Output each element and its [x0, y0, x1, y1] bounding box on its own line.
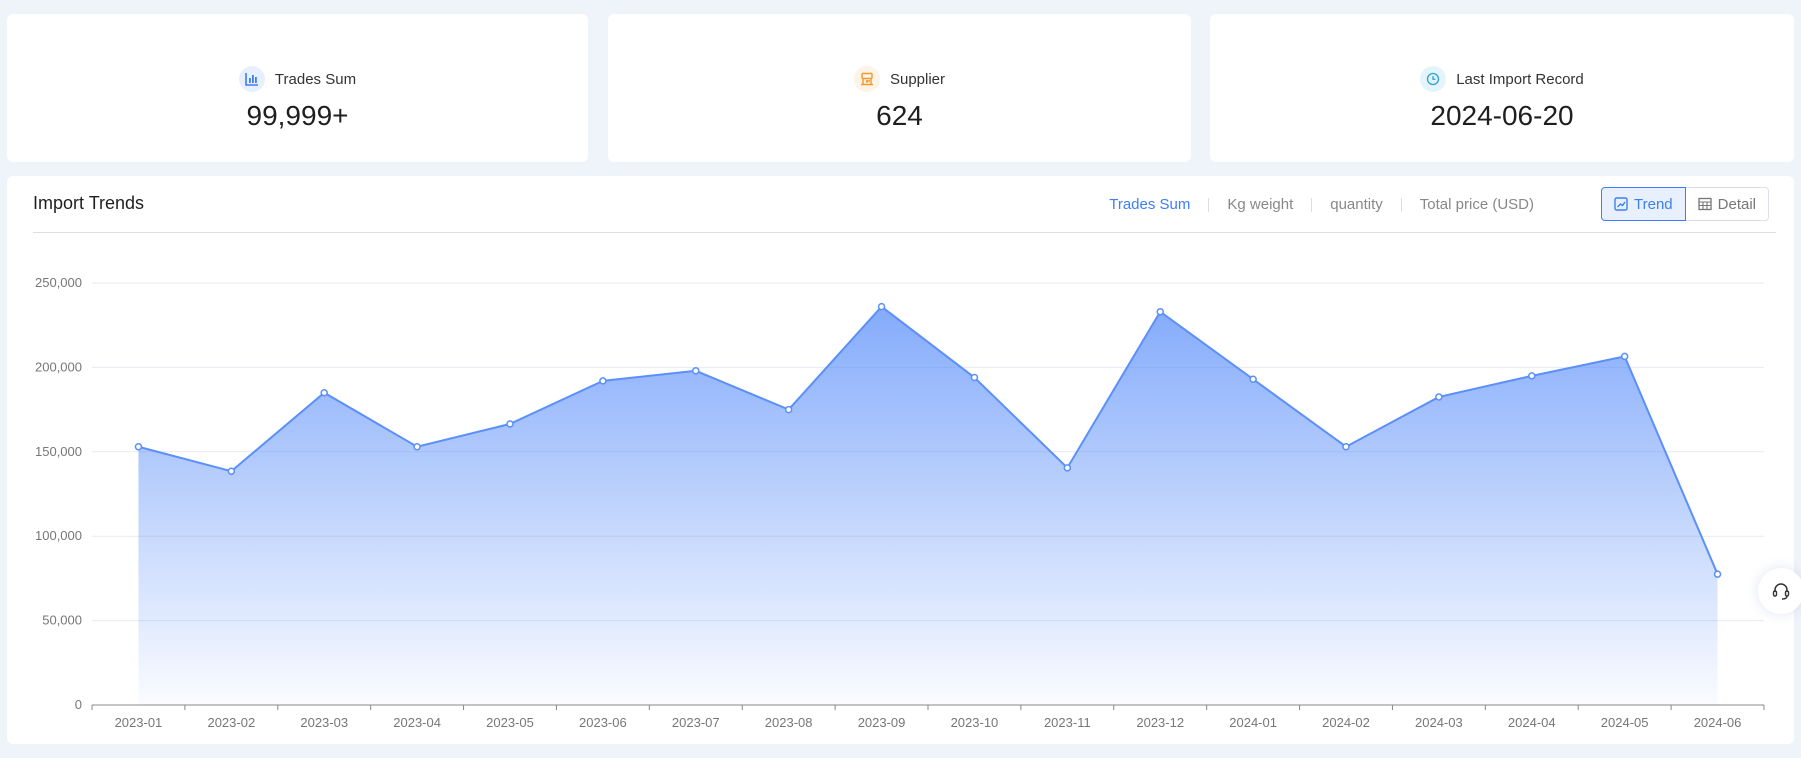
- stat-label: Trades Sum: [274, 70, 357, 88]
- trend-icon: [1614, 197, 1628, 211]
- data-point[interactable]: [970, 373, 979, 382]
- stat-value: 624: [876, 100, 923, 131]
- trend-label: Trend: [1634, 195, 1673, 213]
- metric-tabs: Trades Sum Kg weight quantity Total pric…: [1109, 196, 1534, 213]
- tab-separator: [1208, 197, 1210, 212]
- stat-card-last-import: Last Import Record 2024-06-20: [1210, 14, 1794, 162]
- tab-total-price[interactable]: Total price (USD): [1419, 196, 1534, 213]
- data-point[interactable]: [784, 405, 793, 414]
- x-tick-label: 2024-04: [1508, 715, 1556, 730]
- tab-separator: [1400, 197, 1402, 212]
- tab-kg-weight[interactable]: Kg weight: [1227, 196, 1294, 213]
- data-point[interactable]: [1156, 307, 1164, 316]
- y-tick-label: 0: [75, 697, 82, 712]
- store-icon: [853, 66, 880, 92]
- area-fill: [138, 306, 1718, 705]
- tab-quantity[interactable]: quantity: [1330, 196, 1383, 213]
- data-point[interactable]: [1342, 442, 1350, 451]
- data-point[interactable]: [1528, 372, 1536, 380]
- data-point[interactable]: [320, 388, 328, 397]
- stat-value: 99,999+: [246, 100, 349, 131]
- x-tick-label: 2024-03: [1415, 715, 1463, 730]
- stat-card-supplier: Supplier 624: [608, 14, 1191, 162]
- header-divider: [33, 232, 1776, 233]
- data-point[interactable]: [1063, 464, 1072, 472]
- x-tick-label: 2023-11: [1044, 715, 1091, 730]
- clock-icon: [1420, 66, 1447, 92]
- stat-card-trades-sum: Trades Sum 99,999+: [7, 14, 588, 162]
- panel-title: Import Trends: [33, 193, 145, 213]
- y-tick-label: 150,000: [35, 444, 82, 459]
- x-tick-label: 2023-02: [207, 715, 255, 730]
- x-tick-label: 2023-03: [300, 715, 348, 730]
- bar-chart-icon: [238, 66, 265, 92]
- table-icon: [1697, 197, 1712, 211]
- y-tick-label: 200,000: [35, 359, 82, 374]
- x-tick-label: 2024-01: [1229, 715, 1277, 730]
- data-point[interactable]: [1620, 352, 1629, 361]
- y-tick-label: 50,000: [42, 613, 82, 628]
- data-point[interactable]: [1713, 570, 1722, 578]
- data-point[interactable]: [1435, 393, 1443, 401]
- trend-button[interactable]: Trend: [1601, 187, 1686, 221]
- y-tick-label: 100,000: [35, 528, 82, 543]
- detail-label: Detail: [1717, 195, 1756, 213]
- stat-label: Supplier: [889, 70, 946, 88]
- tab-trades-sum[interactable]: Trades Sum: [1109, 196, 1191, 213]
- view-toggle: Trend Detail: [1601, 187, 1769, 221]
- customer-support-button[interactable]: [1758, 568, 1801, 614]
- data-point[interactable]: [506, 420, 514, 428]
- data-point[interactable]: [413, 442, 421, 451]
- headset-icon: [1772, 583, 1790, 600]
- x-tick-label: 2024-02: [1322, 715, 1370, 730]
- x-tick-label: 2023-04: [393, 715, 441, 730]
- y-tick-label: 250,000: [35, 275, 82, 290]
- x-tick-label: 2024-05: [1601, 715, 1649, 730]
- x-tick-label: 2024-06: [1694, 715, 1742, 730]
- data-point[interactable]: [692, 367, 700, 375]
- tab-separator: [1311, 197, 1313, 212]
- x-tick-label: 2023-12: [1136, 715, 1184, 730]
- data-point[interactable]: [134, 442, 143, 451]
- series-line: [138, 305, 1719, 575]
- data-point[interactable]: [877, 302, 886, 311]
- detail-button[interactable]: Detail: [1685, 187, 1769, 221]
- x-tick-label: 2023-10: [951, 715, 999, 730]
- x-tick-label: 2023-07: [672, 715, 720, 730]
- stat-value: 2024-06-20: [1430, 100, 1574, 131]
- data-point[interactable]: [227, 467, 236, 475]
- x-tick-label: 2023-09: [858, 715, 906, 730]
- data-point[interactable]: [1249, 375, 1257, 383]
- x-tick-label: 2023-06: [579, 715, 627, 730]
- x-tick-label: 2023-08: [765, 715, 813, 730]
- x-tick-label: 2023-01: [115, 715, 163, 730]
- data-point[interactable]: [599, 377, 607, 385]
- x-tick-label: 2023-05: [486, 715, 534, 730]
- stat-label: Last Import Record: [1456, 70, 1584, 88]
